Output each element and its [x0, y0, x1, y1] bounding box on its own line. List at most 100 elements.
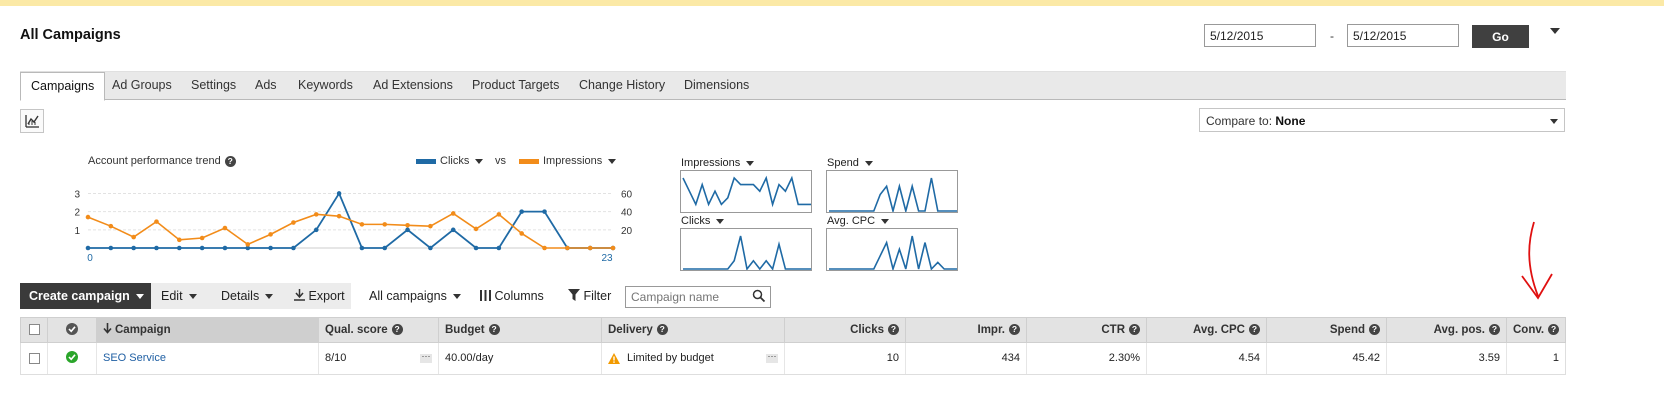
chevron-down-icon — [864, 160, 873, 166]
impressions-point — [565, 245, 570, 251]
columns-icon — [480, 290, 491, 301]
legend-vs: vs — [495, 155, 506, 167]
help-icon[interactable]: ? — [888, 324, 899, 336]
chevron-down-icon — [475, 158, 484, 164]
avg-cpc-cell: 4.54 — [1147, 343, 1267, 374]
status-enabled-icon[interactable] — [66, 351, 78, 363]
help-icon[interactable]: ? — [1369, 324, 1380, 336]
tab-ad-extensions[interactable]: Ad Extensions — [373, 78, 453, 92]
all-campaigns-dropdown[interactable]: All campaigns — [369, 283, 461, 309]
spend-header[interactable]: Spend? — [1267, 318, 1387, 342]
tab-campaigns[interactable]: Campaigns — [20, 72, 106, 101]
avg-cpc-header[interactable]: Avg. CPC? — [1147, 318, 1267, 342]
tab-ads[interactable]: Ads — [255, 78, 277, 92]
sparkline-label-spend[interactable]: Spend — [827, 157, 873, 169]
clicks-point — [131, 245, 136, 251]
help-icon[interactable]: ? — [656, 324, 668, 336]
impressions-point — [313, 212, 319, 217]
ctr-header[interactable]: CTR? — [1027, 318, 1147, 342]
tab-dimensions[interactable]: Dimensions — [684, 78, 750, 92]
impressions-point — [245, 242, 251, 247]
filter-icon — [568, 289, 580, 301]
clicks-swatch — [416, 158, 436, 164]
delivery-cell: Limited by budget ··· — [602, 343, 785, 374]
columns-button[interactable]: Columns — [480, 283, 544, 309]
details-dropdown[interactable]: Details — [221, 283, 274, 309]
help-icon[interactable]: ? — [1129, 324, 1140, 336]
sparkline-series-line — [829, 235, 957, 270]
clicks-point — [245, 245, 251, 251]
chevron-down-icon — [188, 294, 197, 300]
help-icon[interactable]: ? — [1249, 324, 1260, 336]
more-options-icon[interactable]: ··· — [766, 351, 778, 363]
table-header: Campaign Qual. score? Budget? Delivery? … — [20, 317, 1566, 343]
chart-icon — [25, 115, 39, 128]
date-range-dropdown-icon[interactable] — [1550, 28, 1560, 34]
impressions-point — [382, 222, 388, 227]
tab-keywords[interactable]: Keywords — [298, 78, 353, 92]
tab-product-targets[interactable]: Product Targets — [472, 78, 560, 92]
search-icon[interactable] — [752, 289, 766, 303]
row-status-cell — [48, 343, 97, 374]
chevron-down-icon — [716, 218, 725, 224]
sparkline-label-impressions[interactable]: Impressions — [681, 157, 755, 169]
impressions-point — [131, 234, 136, 240]
impr-header[interactable]: Impr.? — [906, 318, 1027, 342]
budget-header[interactable]: Budget? — [439, 318, 602, 342]
clicks-point — [542, 209, 547, 214]
budget-cell: 40.00/day — [439, 343, 602, 374]
avg-pos-header[interactable]: Avg. pos.? — [1387, 318, 1507, 342]
select-all-header[interactable] — [21, 318, 48, 342]
impressions-point — [108, 223, 114, 229]
filter-button[interactable]: Filter — [568, 283, 611, 309]
help-icon[interactable]: ? — [488, 324, 500, 336]
tab-settings[interactable]: Settings — [191, 78, 237, 92]
conv-header[interactable]: Conv.? — [1507, 318, 1565, 342]
help-icon[interactable]: ? — [224, 155, 236, 167]
impressions-point — [450, 211, 456, 216]
clicks-point — [268, 245, 273, 251]
compare-to-dropdown[interactable]: Compare to: None — [1199, 108, 1565, 132]
export-button[interactable]: Export — [294, 283, 345, 309]
page-title: All Campaigns — [20, 27, 121, 43]
campaign-name-link[interactable]: SEO Service — [97, 343, 319, 374]
y-left-tick-label: 1 — [74, 226, 80, 237]
select-all-checkbox[interactable] — [28, 324, 40, 336]
legend-clicks[interactable]: Clicks — [416, 155, 484, 167]
delivery-header[interactable]: Delivery? — [602, 318, 785, 342]
help-icon[interactable]: ? — [1548, 324, 1560, 336]
edit-dropdown[interactable]: Edit — [161, 283, 197, 309]
clicks-cell: 10 — [785, 343, 906, 374]
row-checkbox[interactable] — [28, 352, 40, 364]
chart-toggle-button[interactable] — [20, 109, 44, 133]
tab-change-history[interactable]: Change History — [579, 78, 666, 92]
help-icon[interactable]: ? — [391, 324, 403, 336]
tab-ad-groups[interactable]: Ad Groups — [112, 78, 172, 92]
end-date-input[interactable] — [1347, 24, 1459, 47]
create-campaign-button[interactable]: Create campaign — [20, 283, 151, 309]
sparkline-label-clicks[interactable]: Clicks — [681, 215, 725, 227]
go-button[interactable]: Go — [1472, 25, 1529, 48]
y-right-tick-label: 40 — [621, 208, 633, 219]
impressions-point — [405, 222, 410, 228]
impressions-point — [496, 212, 502, 217]
campaign-header[interactable]: Campaign — [97, 318, 319, 342]
campaign-name-search-input[interactable] — [625, 286, 771, 308]
qual-score-header[interactable]: Qual. score? — [319, 318, 439, 342]
legend-impressions[interactable]: Impressions — [519, 155, 617, 167]
sparkline-label-avg-cpc[interactable]: Avg. CPC — [827, 215, 890, 227]
clicks-point — [85, 245, 91, 251]
more-options-icon[interactable]: ··· — [420, 351, 432, 363]
chevron-down-icon — [608, 158, 617, 164]
clicks-point — [405, 227, 410, 233]
row-select-cell — [21, 343, 48, 374]
y-left-tick-label: 3 — [74, 189, 80, 200]
start-date-input[interactable] — [1204, 24, 1316, 47]
help-icon[interactable]: ? — [1009, 324, 1020, 336]
help-icon[interactable]: ? — [1489, 324, 1500, 336]
chevron-down-icon — [746, 160, 755, 166]
x-tick-label: 23 — [601, 253, 613, 264]
clicks-header[interactable]: Clicks? — [785, 318, 906, 342]
impressions-point — [177, 237, 182, 243]
clicks-point — [222, 245, 228, 251]
